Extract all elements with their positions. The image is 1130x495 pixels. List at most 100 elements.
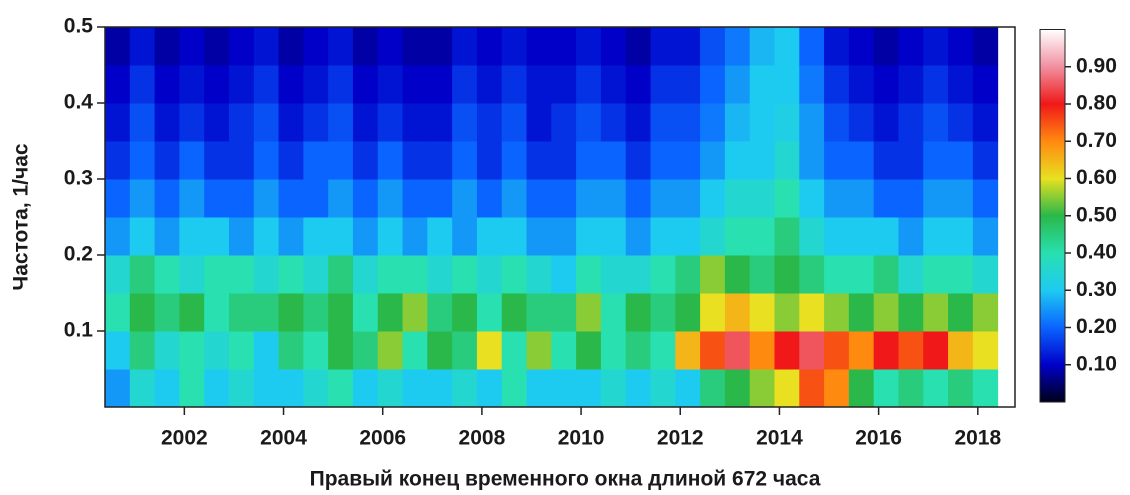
heatmap-cell [228, 141, 255, 180]
heatmap-cell [501, 141, 528, 180]
heatmap-cell [873, 103, 899, 142]
heatmap-cell [749, 65, 775, 104]
heatmap-cell [576, 179, 602, 218]
colorbar-tick-label: 0.80 [1076, 92, 1117, 115]
heatmap-cell [179, 27, 205, 66]
heatmap-cell [105, 369, 131, 407]
heatmap-cell [848, 293, 875, 332]
heatmap-cell [402, 293, 428, 332]
heatmap-cell [774, 103, 800, 142]
heatmap-cell [675, 255, 701, 294]
heatmap-cell [600, 179, 627, 218]
heatmap-cell [700, 65, 726, 104]
heatmap-cell [923, 103, 949, 142]
heatmap-cell [923, 65, 949, 104]
heatmap-cell [675, 65, 701, 104]
heatmap-cell [526, 141, 552, 180]
heatmap-cell [873, 179, 899, 218]
heatmap-cell [328, 369, 354, 407]
heatmap-cell [749, 27, 775, 66]
heatmap-cell [501, 103, 528, 142]
heatmap-cell [427, 65, 453, 104]
heatmap-cell [848, 65, 875, 104]
heatmap-cell [427, 103, 453, 142]
heatmap-cell [774, 141, 800, 180]
heatmap-cell [724, 369, 751, 407]
heatmap-cell [774, 27, 800, 66]
heatmap-cell [154, 217, 180, 256]
heatmap-cell [774, 65, 800, 104]
heatmap-cell [948, 255, 974, 294]
heatmap-cell [923, 217, 949, 256]
heatmap-cell [501, 331, 528, 370]
heatmap-cell [923, 331, 949, 370]
heatmap-cell [600, 369, 627, 407]
heatmap-cell [228, 331, 255, 370]
heatmap-cell [923, 369, 949, 407]
heatmap-cell [824, 331, 850, 370]
y-tick-label: 0.3 [64, 167, 93, 190]
heatmap-cell [824, 103, 850, 142]
heatmap-cell [427, 293, 453, 332]
heatmap-cell [824, 141, 850, 180]
heatmap-cell [179, 179, 205, 218]
heatmap-cell [402, 331, 428, 370]
heatmap-cell [898, 103, 924, 142]
heatmap-cell [402, 103, 428, 142]
heatmap-cell [526, 369, 552, 407]
heatmap-cell [328, 293, 354, 332]
heatmap-cell [476, 255, 503, 294]
heatmap-cell [749, 369, 775, 407]
heatmap-cell [501, 27, 528, 66]
heatmap-cell [204, 27, 230, 66]
heatmap-cell [675, 217, 701, 256]
heatmap-cell [873, 331, 899, 370]
heatmap-cell [328, 103, 354, 142]
heatmap-cell [204, 331, 230, 370]
heatmap-cell [204, 103, 230, 142]
heatmap-cell [253, 179, 280, 218]
heatmap-cell [476, 217, 503, 256]
y-tick-label: 0.4 [64, 91, 94, 114]
heatmap-cell [824, 65, 850, 104]
heatmap-cell [253, 255, 280, 294]
heatmap-cell [526, 293, 552, 332]
heatmap-cell [898, 217, 924, 256]
colorbar-tick-label: 0.60 [1076, 166, 1117, 189]
heatmap-cell [476, 103, 503, 142]
heatmap-cell [228, 27, 255, 66]
heatmap-cell [848, 217, 875, 256]
heatmap-cell [650, 331, 676, 370]
heatmap-cell [377, 369, 404, 407]
heatmap-cell [105, 65, 131, 104]
heatmap-cell [377, 179, 404, 218]
heatmap-cell [179, 217, 205, 256]
heatmap-cell [576, 27, 602, 66]
heatmap-cell [948, 331, 974, 370]
heatmap-cell [452, 179, 478, 218]
heatmap-cell [551, 293, 577, 332]
heatmap-cell [972, 293, 999, 332]
heatmap-cell [551, 103, 577, 142]
heatmap-cell [303, 293, 329, 332]
heatmap-cell [873, 255, 899, 294]
heatmap-cell [600, 27, 627, 66]
heatmap-cell [749, 293, 775, 332]
heatmap-cell [749, 217, 775, 256]
heatmap-cell [129, 141, 156, 180]
heatmap-cell [179, 65, 205, 104]
heatmap-cell [724, 141, 751, 180]
heatmap-cell [129, 293, 156, 332]
heatmap-cell [427, 27, 453, 66]
heatmap-cell [749, 179, 775, 218]
heatmap-cell [278, 331, 304, 370]
heatmap-cell [179, 141, 205, 180]
heatmap-cell [650, 27, 676, 66]
heatmap-cell [154, 293, 180, 332]
colorbar-tick-label: 0.30 [1076, 278, 1117, 301]
heatmap-cell [253, 369, 280, 407]
heatmap-cell [848, 179, 875, 218]
heatmap-cell [427, 217, 453, 256]
heatmap-cell [352, 217, 379, 256]
heatmap-cell [600, 65, 627, 104]
